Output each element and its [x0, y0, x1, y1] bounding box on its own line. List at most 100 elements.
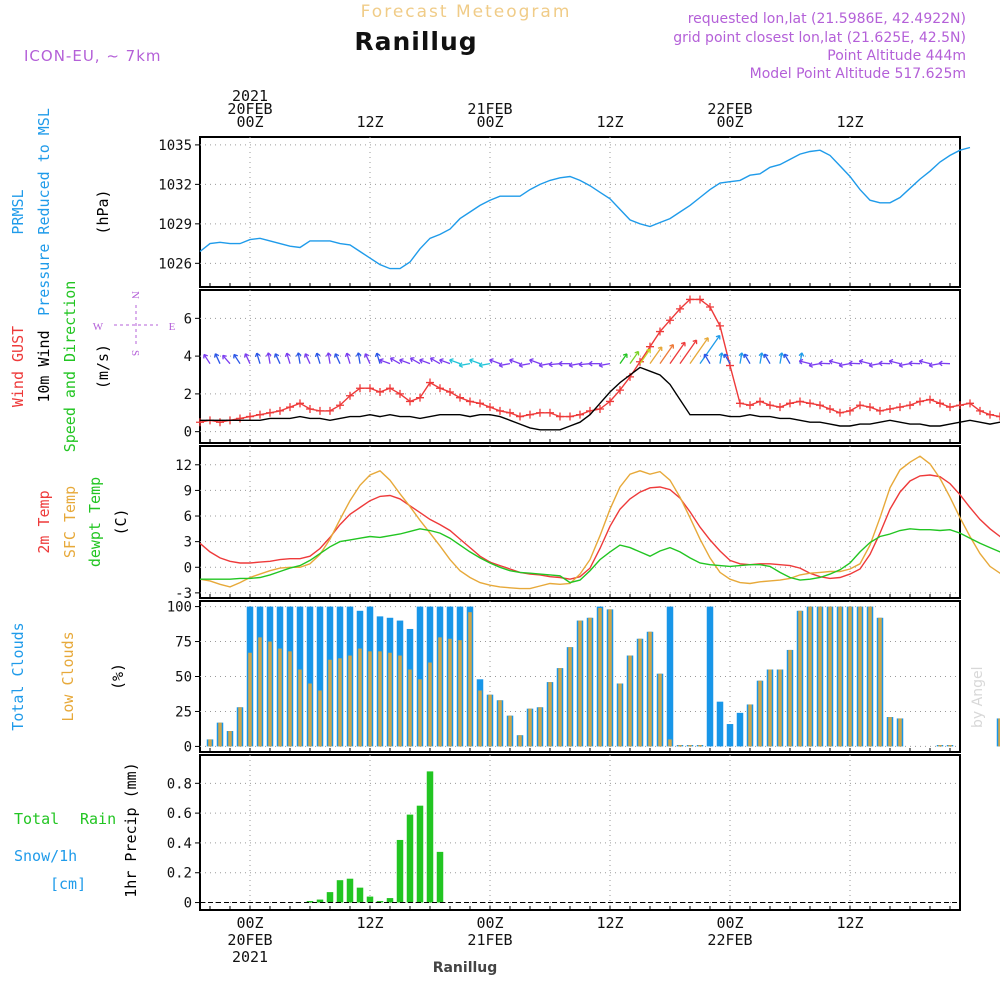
wind-arrow — [399, 359, 411, 365]
temperature-y-tick-label: 3 — [184, 535, 192, 551]
pressure-panel: 1026 1029 1032 1035 PRMSL Pressure Reduced to… — [9, 108, 971, 316]
low-cloud-bar — [418, 679, 422, 747]
pressure-y-tick-label: 1035 — [158, 138, 192, 154]
wind-y-tick-label: 2 — [184, 387, 192, 403]
wind-arrow — [703, 353, 711, 364]
pressure-y-tick-label: 1029 — [158, 217, 192, 233]
wind-arrow — [469, 359, 481, 365]
compass-east: E — [169, 321, 176, 333]
wind-arrow — [509, 359, 521, 365]
gust-point — [786, 399, 794, 408]
wind-arrow-head — [808, 362, 814, 368]
low-cloud-bar — [598, 607, 602, 747]
low-cloud-bar — [588, 617, 592, 747]
gust-point — [316, 406, 324, 415]
low-cloud-bar — [328, 659, 332, 747]
low-cloud-bar — [468, 612, 472, 747]
top-time-label: 12Z — [596, 113, 623, 131]
watermark: by Angel — [970, 667, 986, 728]
clouds-panel: 0 25 50 75 100 Total Clouds Low Clouds (%) — [9, 600, 1000, 755]
gust-point — [356, 384, 364, 393]
wind-arrow-head — [529, 358, 534, 364]
clouds-axis-label: Low Clouds — [59, 631, 77, 721]
rain-bar — [306, 901, 314, 903]
temperature-y-tick-label: -3 — [175, 586, 192, 602]
wind-arrow — [256, 352, 261, 364]
bottom-time-label: 00Z — [716, 914, 743, 932]
low-cloud-bar — [508, 715, 512, 747]
low-cloud-bar — [828, 606, 832, 747]
wind-arrow — [489, 359, 501, 365]
low-cloud-bar — [408, 669, 412, 747]
wind-arrow — [639, 348, 651, 365]
gust-point — [486, 403, 494, 412]
wind-arrow-head — [646, 348, 651, 354]
wind-arrow-head — [374, 352, 381, 358]
wind-arrow — [783, 353, 791, 364]
wind-arrow-head — [669, 344, 675, 349]
wind-arrow — [449, 359, 461, 365]
low-cloud-bar — [258, 637, 262, 747]
clouds-axis-label: Total Clouds — [9, 622, 27, 730]
wind-arrow-head — [303, 353, 310, 358]
gust-point — [766, 401, 774, 410]
precip-frame — [199, 754, 961, 911]
wind-arrow — [297, 352, 301, 364]
low-cloud-bar — [448, 638, 452, 747]
gust-point — [566, 412, 574, 421]
precip-y-tick-label: 0.2 — [167, 866, 192, 882]
pressure-frame — [199, 136, 961, 288]
model-label: ICON-EU, ~ 7km — [24, 47, 162, 65]
wind-arrow — [364, 353, 371, 364]
gust-point — [466, 397, 474, 406]
compass-north: N — [129, 291, 141, 299]
gust-point — [836, 408, 844, 417]
low-cloud-bar — [568, 647, 572, 747]
wind-arrow — [649, 346, 663, 365]
gust-point — [986, 410, 994, 419]
total-cloud-bar — [316, 606, 324, 747]
wind-arrow — [719, 352, 723, 364]
wind-arrow-head — [828, 358, 834, 365]
gust-point — [886, 405, 894, 413]
wind-arrow — [629, 351, 640, 365]
wind-arrow-head — [908, 360, 913, 367]
precip-y-tick-label: 0.6 — [167, 806, 192, 822]
low-cloud-bar — [548, 682, 552, 747]
gust-point — [616, 386, 624, 395]
low-cloud-bar — [378, 651, 382, 747]
low-cloud-bar — [688, 745, 692, 747]
low-cloud-bar — [888, 717, 892, 747]
low-cloud-bar — [638, 638, 642, 747]
wind-arrow — [578, 363, 591, 366]
clouds-y-tick-label: 0 — [184, 739, 192, 755]
wind-arrow-head — [284, 352, 291, 358]
wind-axis-label: Speed and Direction — [61, 281, 79, 453]
wind-arrow-head — [449, 358, 454, 364]
precip-label-axis: 1hr Precip (mm) — [122, 762, 140, 897]
gust-point — [996, 412, 1000, 421]
wind-arrow-head — [588, 360, 593, 367]
temperature-y-tick-label: 12 — [175, 458, 192, 474]
low-cloud-bar — [628, 655, 632, 747]
gust-point — [606, 397, 614, 406]
wind-arrow-head — [848, 360, 853, 367]
wind-arrow — [410, 357, 421, 365]
wind-arrow-head — [333, 353, 340, 358]
wind-arrow-head — [657, 346, 663, 351]
wind-arrow-head — [325, 352, 332, 357]
gust-point — [956, 401, 964, 410]
rain-bar — [436, 851, 444, 903]
low-cloud-bar — [838, 606, 842, 747]
bottom-location-label: Ranillug — [433, 960, 498, 976]
top-time-label: 00Z — [236, 113, 263, 131]
top-time-label: 00Z — [476, 113, 503, 131]
low-cloud-bar — [368, 651, 372, 747]
rain-bar — [336, 880, 344, 903]
wind-arrow — [379, 359, 391, 365]
wind-arrow — [859, 360, 871, 365]
rain-bar — [326, 892, 334, 903]
gust-point — [686, 295, 694, 304]
top-time-label: 22FEB — [707, 100, 752, 118]
low-cloud-bar — [268, 641, 272, 747]
